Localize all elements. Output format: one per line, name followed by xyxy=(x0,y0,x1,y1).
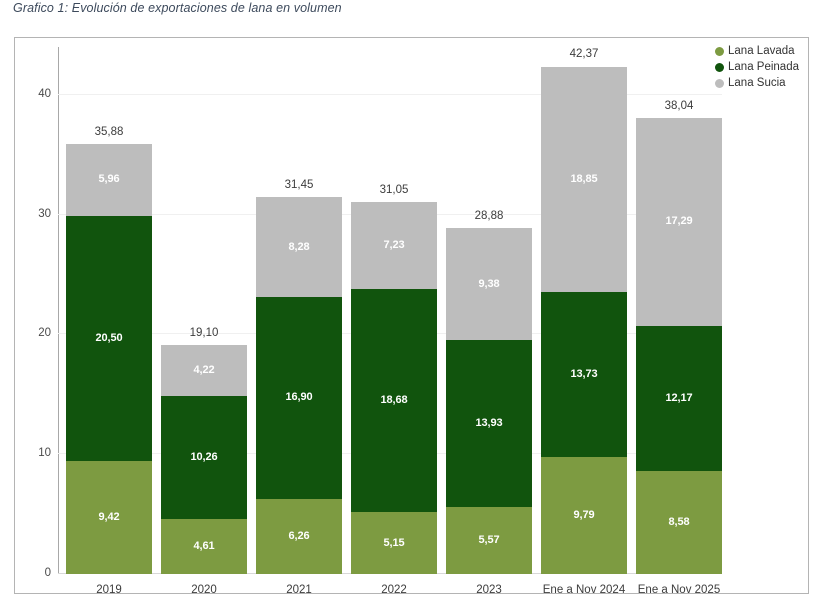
bar-group[interactable]: 4,61 10,26 4,22 19,10 2020 xyxy=(161,327,247,596)
bar-total-label: 19,10 xyxy=(189,326,219,339)
bar-total-label: 42,37 xyxy=(569,48,599,61)
bar-segment[interactable]: 8,28 xyxy=(256,197,342,297)
bar-segment-value-label: 8,28 xyxy=(288,240,310,253)
bar-segment[interactable]: 4,22 xyxy=(161,345,247,396)
bar-group[interactable]: 5,15 18,68 7,23 31,05 2022 xyxy=(351,184,437,596)
bar-total-label: 38,04 xyxy=(664,99,694,112)
bar-segment-value-label: 6,26 xyxy=(288,530,310,543)
bar-segment-value-label: 7,23 xyxy=(383,238,405,251)
bar-segment-value-label: 18,85 xyxy=(570,172,598,185)
bar-segment[interactable]: 16,90 xyxy=(256,296,342,500)
bar-total-label: 31,05 xyxy=(379,183,409,196)
bar-segment-value-label: 5,15 xyxy=(383,536,405,549)
bar-segment[interactable]: 4,61 xyxy=(161,518,247,574)
bar-segment[interactable]: 5,15 xyxy=(351,512,437,574)
bar-segment[interactable]: 18,85 xyxy=(541,66,627,293)
bar-segment[interactable]: 20,50 xyxy=(66,215,152,462)
x-axis-category-label: Ene a Nov 2025 xyxy=(637,584,721,596)
x-axis-category-label: Ene a Nov 2024 xyxy=(542,584,626,596)
bar-total-label: 31,45 xyxy=(284,178,314,191)
bar-segment-value-label: 9,38 xyxy=(478,277,500,290)
y-axis-tick-label: 0 xyxy=(44,567,51,579)
bar-segment-value-label: 5,96 xyxy=(98,173,120,186)
x-axis-category-label: 2021 xyxy=(286,584,312,596)
bar-stack: 4,61 10,26 4,22 xyxy=(161,345,247,574)
bar-segment-value-label: 5,57 xyxy=(478,534,500,547)
bar-stack: 6,26 16,90 8,28 xyxy=(256,197,342,574)
bar-segment-value-label: 16,90 xyxy=(285,391,313,404)
chart-legend: Lana Lavada Lana Peinada Lana Sucia xyxy=(715,45,799,89)
bar-stack: 9,79 13,73 18,85 xyxy=(541,66,627,574)
bar-segment[interactable]: 10,26 xyxy=(161,395,247,519)
y-axis-line xyxy=(58,47,59,574)
legend-item-label: Lana Sucia xyxy=(728,77,786,89)
figure-caption: Grafico 1: Evolución de exportaciones de… xyxy=(13,1,342,15)
plot-area: 0 10 20 30 40 9,42 20,50 5,96 35,88 2019 4,61 10,2… xyxy=(38,47,722,596)
bar-stack: 5,15 18,68 7,23 xyxy=(351,202,437,574)
y-axis-tick-label: 10 xyxy=(38,447,51,460)
legend-color-dot-icon xyxy=(715,46,725,56)
bar-segment[interactable]: 5,96 xyxy=(66,144,152,216)
chart-container: 0 10 20 30 40 9,42 20,50 5,96 35,88 2019 4,61 10,2… xyxy=(14,37,809,596)
bar-segment[interactable]: 9,79 xyxy=(541,456,627,574)
bar-group[interactable]: 6,26 16,90 8,28 31,45 2021 xyxy=(256,179,342,596)
bar-segment-value-label: 9,42 xyxy=(98,511,120,524)
x-axis-category-label: 2020 xyxy=(191,584,217,596)
gridline-40: 40 xyxy=(38,88,722,100)
bar-total-label: 35,88 xyxy=(94,125,124,138)
bar-segment[interactable]: 18,68 xyxy=(351,288,437,513)
bar-stack: 5,57 13,93 9,38 xyxy=(446,228,532,574)
bar-group[interactable]: 8,58 12,17 17,29 38,04 Ene a Nov 2025 xyxy=(636,100,722,596)
y-axis-tick-label: 40 xyxy=(38,87,51,100)
legend-item-label: Lana Lavada xyxy=(728,45,795,57)
legend-item[interactable]: Lana Lavada xyxy=(715,45,799,57)
bar-segment-value-label: 13,73 xyxy=(570,368,598,381)
bar-segment[interactable]: 5,57 xyxy=(446,507,532,574)
bar-segment[interactable]: 17,29 xyxy=(636,118,722,326)
legend-item[interactable]: Lana Sucia xyxy=(715,77,799,89)
bar-stack: 9,42 20,50 5,96 xyxy=(66,144,152,574)
legend-color-dot-icon xyxy=(715,62,725,72)
bar-segment-value-label: 13,93 xyxy=(475,417,503,430)
bar-segment[interactable]: 9,42 xyxy=(66,461,152,574)
y-axis-tick-label: 30 xyxy=(38,207,51,220)
bar-segment[interactable]: 13,93 xyxy=(446,340,532,508)
bar-segment-value-label: 4,61 xyxy=(193,539,215,552)
bar-segment-value-label: 17,29 xyxy=(665,215,693,228)
bar-total-label: 28,88 xyxy=(474,209,504,222)
x-axis-category-label: 2022 xyxy=(381,584,407,596)
y-axis-tick-label: 20 xyxy=(38,327,51,340)
bar-group[interactable]: 9,42 20,50 5,96 35,88 2019 xyxy=(66,126,152,596)
legend-item-label: Lana Peinada xyxy=(728,61,799,73)
bar-group[interactable]: 5,57 13,93 9,38 28,88 2023 xyxy=(446,210,532,596)
x-axis-category-label: 2019 xyxy=(96,584,122,596)
bar-segment[interactable]: 13,73 xyxy=(541,292,627,457)
bar-segment-value-label: 9,79 xyxy=(573,508,595,521)
x-axis-category-label: 2023 xyxy=(476,584,502,596)
bar-segment-value-label: 10,26 xyxy=(190,450,218,463)
bar-segment-value-label: 18,68 xyxy=(380,393,408,406)
bar-segment[interactable]: 7,23 xyxy=(351,202,437,289)
bar-segment-value-label: 12,17 xyxy=(665,391,693,404)
legend-color-dot-icon xyxy=(715,78,725,88)
bar-segment-value-label: 20,50 xyxy=(95,331,123,344)
legend-item[interactable]: Lana Peinada xyxy=(715,61,799,73)
bar-group[interactable]: 9,79 13,73 18,85 42,37 Ene a Nov 2024 xyxy=(541,49,627,596)
bar-segment[interactable]: 8,58 xyxy=(636,471,722,574)
bar-stack: 8,58 12,17 17,29 xyxy=(636,118,722,574)
bar-segment-value-label: 4,22 xyxy=(193,364,215,377)
bar-segment[interactable]: 12,17 xyxy=(636,325,722,472)
bar-segment[interactable]: 9,38 xyxy=(446,228,532,341)
bar-segment[interactable]: 6,26 xyxy=(256,499,342,574)
bar-segment-value-label: 8,58 xyxy=(668,516,690,529)
